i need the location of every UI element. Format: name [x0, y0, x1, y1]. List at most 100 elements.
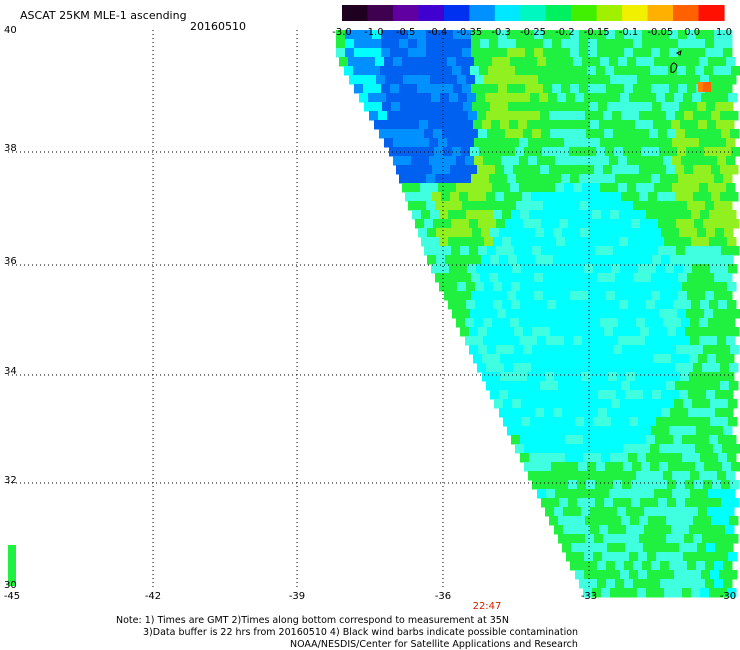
swath-cell	[495, 165, 505, 175]
swath-cell	[660, 426, 670, 436]
swath-cell	[398, 147, 408, 157]
swath-cell	[393, 156, 403, 166]
swath-cell	[584, 417, 594, 427]
swath-cell	[400, 102, 410, 112]
swath-cell	[460, 246, 470, 256]
swath-cell	[621, 363, 631, 373]
swath-cell	[511, 300, 521, 310]
swath-cell	[565, 435, 575, 445]
swath-cell	[714, 201, 724, 211]
swath-cell	[660, 291, 670, 301]
swath-cell	[461, 309, 471, 319]
swath-cell	[708, 156, 718, 166]
swath-cell	[507, 201, 517, 211]
swath-cell	[607, 543, 617, 553]
swath-cell	[697, 255, 707, 265]
swath-cell	[603, 165, 613, 175]
swath-cell	[632, 462, 642, 472]
swath-cell	[517, 408, 527, 418]
swath-cell	[516, 291, 526, 301]
swath-cell	[534, 201, 544, 211]
swath-cell	[600, 336, 610, 346]
swath-cell	[715, 390, 725, 400]
swath-cell	[576, 192, 586, 202]
swath-cell	[714, 291, 724, 301]
swath-cell	[706, 255, 716, 265]
swath-cell	[683, 417, 693, 427]
swath-cell	[550, 327, 560, 337]
swath-cell	[630, 381, 640, 391]
swath-cell	[537, 471, 547, 481]
swath-cell	[354, 84, 364, 94]
swath-cell	[674, 570, 684, 580]
swath-cell	[717, 318, 727, 328]
swath-cell	[648, 381, 658, 391]
swath-cell	[687, 291, 697, 301]
swath-cell	[505, 246, 515, 256]
swath-cell	[366, 57, 376, 67]
swath-cell	[509, 372, 519, 382]
swath-cell	[687, 201, 697, 211]
swath-cell	[564, 156, 574, 166]
colorbar-segment	[392, 5, 419, 21]
swath-cell	[433, 219, 443, 229]
swath-cell	[657, 165, 667, 175]
swath-cell	[637, 300, 647, 310]
swath-cell	[494, 93, 504, 103]
swath-cell	[578, 462, 588, 472]
swath-cell	[698, 372, 708, 382]
swath-cell	[658, 246, 668, 256]
swath-cell	[650, 462, 660, 472]
swath-cell	[717, 183, 727, 193]
swath-cell	[637, 453, 647, 463]
swath-cell	[638, 264, 648, 274]
swath-cell	[521, 93, 531, 103]
swath-cell	[679, 255, 689, 265]
swath-cell	[697, 102, 707, 112]
swath-cell	[612, 192, 622, 202]
swath-cell	[522, 165, 532, 175]
swath-cell	[575, 552, 585, 562]
swath-cell	[525, 174, 535, 184]
swath-cell	[616, 390, 626, 400]
swath-cell	[691, 300, 701, 310]
swath-cell	[384, 138, 394, 148]
swath-cell	[607, 255, 617, 265]
swath-cell	[687, 30, 697, 40]
swath-cell	[641, 462, 651, 472]
swath-cell	[561, 291, 571, 301]
swath-cell	[595, 327, 605, 337]
swath-cell	[514, 129, 524, 139]
swath-cell	[427, 228, 437, 238]
swath-cell	[681, 471, 691, 481]
swath-cell	[627, 156, 637, 166]
swath-cell	[672, 57, 682, 67]
swath-cell	[714, 561, 724, 571]
swath-cell	[530, 399, 540, 409]
swath-cell	[669, 30, 679, 40]
swath-cell	[495, 111, 505, 121]
wind-barb-mark	[676, 50, 682, 56]
swath-cell	[690, 318, 700, 328]
swath-cell	[666, 363, 676, 373]
data-swath	[8, 30, 740, 598]
swath-cell	[389, 66, 399, 76]
swath-cell	[610, 588, 620, 598]
swath-cell	[619, 210, 629, 220]
swath-cell	[552, 30, 562, 40]
swath-cell	[590, 120, 600, 130]
swath-cell	[611, 570, 621, 580]
swath-cell	[608, 507, 618, 517]
swath-cell	[724, 255, 734, 265]
swath-cell	[588, 84, 598, 94]
swath-cell	[451, 219, 461, 229]
swath-cell	[648, 192, 658, 202]
swath-cell	[597, 39, 607, 49]
swath-cell	[521, 399, 531, 409]
swath-cell	[572, 372, 582, 382]
swath-cell	[580, 228, 590, 238]
swath-cell	[669, 579, 679, 589]
swath-cell	[695, 309, 705, 319]
swath-cell	[465, 183, 475, 193]
swath-cell	[707, 507, 717, 517]
